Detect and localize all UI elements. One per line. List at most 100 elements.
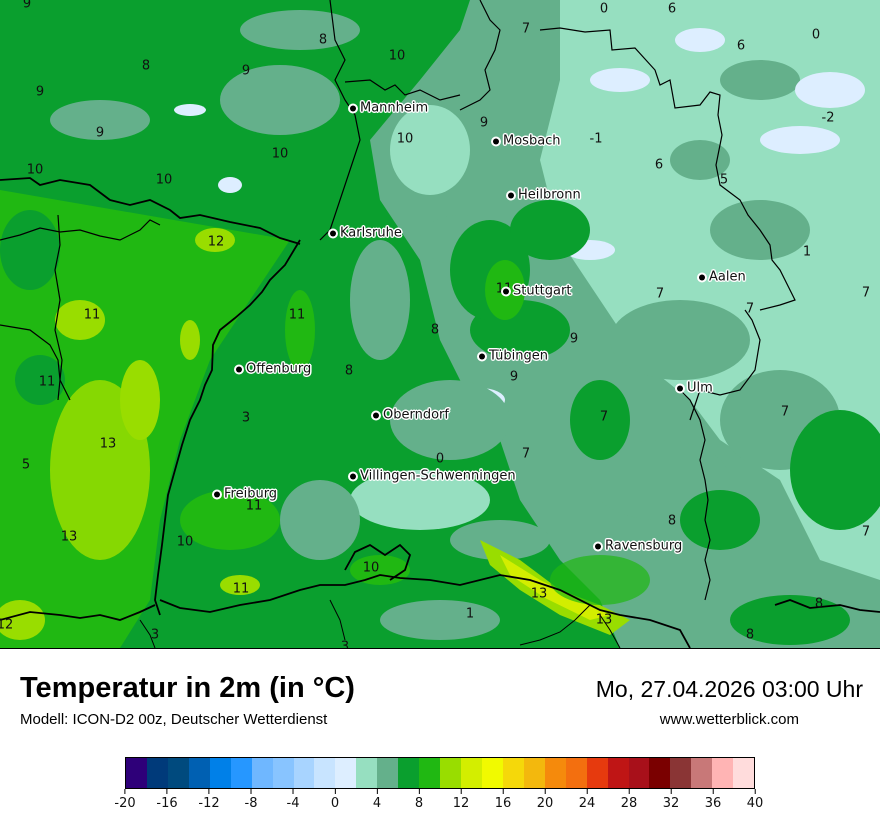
city-mosbach: Mosbach xyxy=(493,134,561,149)
city-label: Freiburg xyxy=(224,486,278,502)
map-title: Temperatur in 2m (in °C) xyxy=(20,672,355,704)
city-label: Heilbronn xyxy=(518,187,581,203)
temp-value: 8 xyxy=(667,513,677,529)
city-label: Stuttgart xyxy=(513,283,572,299)
map-shading xyxy=(0,0,880,648)
city-marker-icon xyxy=(236,366,242,372)
city-label: Ulm xyxy=(687,380,713,396)
legend-tick-label: 16 xyxy=(494,796,512,811)
temp-value: 11 xyxy=(245,498,263,514)
legend-swatch xyxy=(209,758,231,788)
temp-value: 9 xyxy=(569,331,579,347)
temp-value: 1 xyxy=(465,606,475,622)
legend-tick-label: -20 xyxy=(114,796,136,811)
legend-swatch xyxy=(649,758,671,788)
website-label: www.wetterblick.com xyxy=(659,711,799,728)
legend-swatch xyxy=(628,758,650,788)
legend-tick-label: 24 xyxy=(578,796,596,811)
legend-swatch xyxy=(607,758,629,788)
legend-swatch xyxy=(377,758,399,788)
temp-value: 0 xyxy=(435,451,445,467)
legend-swatch xyxy=(314,758,336,788)
city-marker-icon xyxy=(350,105,356,111)
legend-tick-label: 40 xyxy=(746,796,764,811)
temp-value: 7 xyxy=(599,409,609,425)
legend-tick: -20 xyxy=(114,789,136,811)
legend-swatch xyxy=(586,758,608,788)
temp-value: 13 xyxy=(99,436,117,452)
legend-tick: 12 xyxy=(452,789,470,811)
temperature-map: 9 8 10 7 0 6 6 0 8 9 9 9 10 10 9 -1 -2 1… xyxy=(0,0,880,649)
temp-value: 6 xyxy=(667,1,677,17)
temp-value: 11 xyxy=(83,307,101,323)
legend-tick: -8 xyxy=(245,789,257,811)
legend-tick-label: 0 xyxy=(330,796,340,811)
city-label: Villingen-Schwenningen xyxy=(360,468,516,484)
city-tuebingen: Tübingen xyxy=(479,349,548,364)
temp-value: 7 xyxy=(861,285,871,301)
legend-tick-label: 12 xyxy=(452,796,470,811)
legend-tick: 0 xyxy=(331,789,339,811)
legend-tick: -12 xyxy=(198,789,220,811)
city-marker-icon xyxy=(479,353,485,359)
city-label: Tübingen xyxy=(489,348,548,364)
legend-tick-label: 4 xyxy=(372,796,382,811)
temp-value: 1 xyxy=(802,244,812,260)
legend-swatch xyxy=(544,758,566,788)
city-marker-icon xyxy=(677,385,683,391)
legend-swatch xyxy=(335,758,357,788)
legend-tick: 16 xyxy=(494,789,512,811)
city-marker-icon xyxy=(508,192,514,198)
legend-swatch xyxy=(293,758,315,788)
city-offenburg: Offenburg xyxy=(236,362,311,377)
legend-swatch xyxy=(502,758,524,788)
temp-value: 10 xyxy=(362,560,380,576)
temp-value: 13 xyxy=(60,529,78,545)
temp-value: 11 xyxy=(288,307,306,323)
temp-value: 12 xyxy=(207,234,225,250)
temp-value: 10 xyxy=(176,534,194,550)
legend-tick: 4 xyxy=(373,789,381,811)
legend-tick-label: 32 xyxy=(662,796,680,811)
color-legend xyxy=(125,757,755,789)
city-freiburg: Freiburg xyxy=(214,487,277,502)
legend-swatch xyxy=(230,758,252,788)
temp-value: 10 xyxy=(396,131,414,147)
temp-value: 5 xyxy=(719,172,729,188)
legend-swatch xyxy=(523,758,545,788)
temp-value: 8 xyxy=(318,32,328,48)
model-source: Modell: ICON-D2 00z, Deutscher Wetterdie… xyxy=(20,711,328,728)
legend-tick-label: 28 xyxy=(620,796,638,811)
city-marker-icon xyxy=(214,491,220,497)
legend-swatch xyxy=(251,758,273,788)
temp-value: 10 xyxy=(26,162,44,178)
legend-swatch xyxy=(272,758,294,788)
temp-value: 3 xyxy=(241,410,251,426)
legend-tick: 36 xyxy=(704,789,722,811)
legend-swatch xyxy=(691,758,713,788)
legend-swatch xyxy=(146,758,168,788)
city-karlsruhe: Karlsruhe xyxy=(330,226,402,241)
city-ulm: Ulm xyxy=(677,381,713,396)
temp-value: 7 xyxy=(861,524,871,540)
city-marker-icon xyxy=(373,412,379,418)
legend-swatch xyxy=(440,758,461,788)
temp-value: 6 xyxy=(736,38,746,54)
legend-tick-label: 36 xyxy=(704,796,722,811)
temp-value: -1 xyxy=(589,131,603,147)
temp-value: -2 xyxy=(821,110,835,126)
city-label: Offenburg xyxy=(246,361,312,377)
temp-value: 7 xyxy=(780,404,790,420)
city-marker-icon xyxy=(330,230,336,236)
city-marker-icon xyxy=(595,543,601,549)
legend-swatch xyxy=(398,758,420,788)
temp-value: 8 xyxy=(344,363,354,379)
temp-value: 9 xyxy=(35,84,45,100)
legend-swatch xyxy=(712,758,734,788)
city-aalen: Aalen xyxy=(699,270,746,285)
temp-value: 3 xyxy=(150,627,160,643)
temp-value: 11 xyxy=(232,581,250,597)
legend-swatch xyxy=(126,758,147,788)
legend-tick: 20 xyxy=(537,789,553,811)
city-label: Oberndorf xyxy=(383,407,449,423)
